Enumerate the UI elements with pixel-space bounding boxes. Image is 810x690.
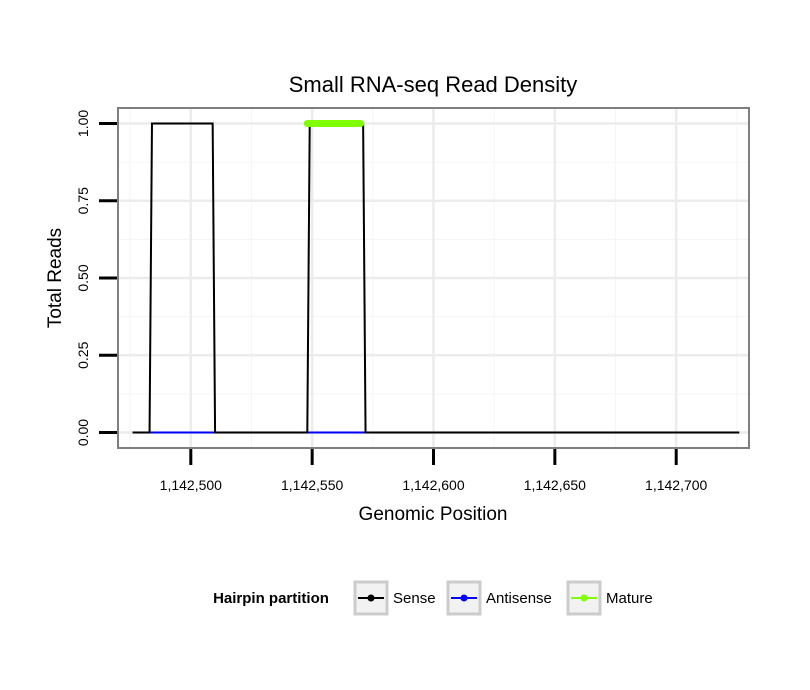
legend: Hairpin partition Sense Antisense Mature: [213, 580, 653, 616]
legend-key-point-sense: [367, 594, 375, 602]
y-tick-label: 0.75: [75, 187, 91, 214]
y-tick-label: 0.50: [75, 264, 91, 291]
x-tick-label: 1,142,500: [160, 477, 222, 493]
legend-label-sense: Sense: [393, 590, 436, 607]
legend-label-antisense: Antisense: [486, 590, 552, 607]
y-tick-label: 0.25: [75, 341, 91, 368]
x-tick-label: 1,142,650: [524, 477, 586, 493]
y-axis-label: Total Reads: [45, 228, 66, 328]
x-axis-label: Genomic Position: [359, 504, 508, 525]
y-tick-label: 0.00: [75, 419, 91, 446]
y-tick-label: 1.00: [75, 110, 91, 137]
x-tick-label: 1,142,700: [645, 477, 707, 493]
legend-label-mature: Mature: [606, 590, 653, 607]
x-tick-label: 1,142,600: [402, 477, 464, 493]
panel-border: [117, 107, 750, 449]
series-sense-line: [132, 122, 740, 434]
chart-title: Small RNA-seq Read Density: [289, 72, 578, 97]
legend-key-point-mature: [580, 594, 588, 602]
plot-panel: [117, 107, 750, 449]
legend-key-point-antisense: [460, 594, 468, 602]
legend-title: Hairpin partition: [213, 590, 329, 607]
x-tick-label: 1,142,550: [281, 477, 343, 493]
